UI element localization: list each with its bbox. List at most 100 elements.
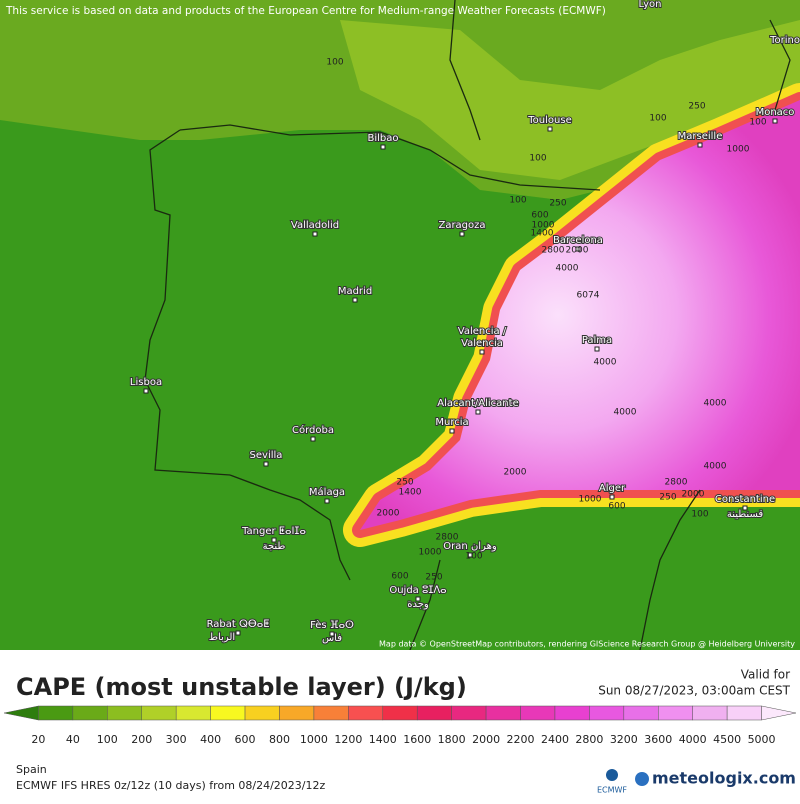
contour-label: 600 [531,211,548,221]
colorbar-label: 1400 [369,733,397,746]
colorbar-label: 2000 [472,733,500,746]
valid-time: Sun 08/27/2023, 03:00am CEST [598,684,790,698]
colorbar-label: 1800 [438,733,466,746]
colorbar-label: 40 [66,733,80,746]
city-marker [697,142,703,148]
city-label: Fès ⴼⴰⵙ [310,619,354,631]
colorbar-swatch [141,705,177,721]
colorbar-swatch [623,705,659,721]
contour-label: 1400 [399,488,422,498]
colorbar-swatch [726,705,762,721]
contour-label: 1000 [727,145,750,155]
contour-label: 250 [659,493,676,503]
city-marker [271,537,277,543]
city-marker [459,231,465,237]
city-marker [310,436,316,442]
colorbar-label: 2400 [541,733,569,746]
colorbar-label: 400 [200,733,221,746]
brand-logo [635,772,649,786]
contour-label: 4000 [704,462,727,472]
city-marker [449,428,455,434]
colorbar-arrow [761,705,797,721]
city-label: Lyon [638,0,661,10]
colorbar-swatch [416,705,452,721]
sea-cape [360,100,800,530]
city-label: Alacant/Alicante [437,398,518,409]
city-label: Monaco [756,107,795,118]
title: CAPE (most unstable layer) (J/kg) [16,673,467,701]
colorbar-swatch [382,705,418,721]
contour-label: 2000 [504,468,527,478]
city-marker [235,630,241,636]
city-marker [475,409,481,415]
city-label: طنجة [263,541,286,552]
colorbar-label: 100 [97,733,118,746]
city-label: Madrid [338,286,372,297]
contour-label: 4000 [704,399,727,409]
colorbar-label: 600 [235,733,256,746]
colorbar-swatch [485,705,521,721]
contour-label: 250 [549,199,566,209]
contour-label: 2000 [377,509,400,519]
city-marker [609,494,615,500]
city-label: Lisboa [130,377,162,388]
contour-label: 100 [529,154,546,164]
contour-label: 600 [391,572,408,582]
colorbar-swatch [520,705,556,721]
city-marker [324,498,330,504]
colorbar-label: 4500 [713,733,741,746]
contour-label: 100 [691,510,708,520]
colorbar-label: 2800 [575,733,603,746]
city-marker [742,505,748,511]
footer-bg [0,650,800,800]
colorbar: 20 40 100 200 300 400 600 800 1000 1200 1400 1600 18… [3,705,797,746]
colorbar-label: 300 [166,733,187,746]
colorbar-label: 5000 [748,733,776,746]
city-marker [312,231,318,237]
city-label: Oujda ⵓⵊⴷⴰ [389,585,446,596]
contour-label: 2000 [682,490,705,500]
contour-label: 100 [509,196,526,206]
valid-label: Valid for [741,668,790,682]
contour-label: 1000 [579,495,602,505]
contour-label: 1000 [419,548,442,558]
model: ECMWF IFS HRES 0z/12z (10 days) from 08/… [16,779,326,792]
contour-label: 2800 [436,533,459,543]
contour-label: 100 [326,58,343,68]
city-label: وجدة [407,599,429,610]
colorbar-swatch [348,705,384,721]
colorbar-label: 3600 [644,733,672,746]
city-label: Marseille [678,131,723,142]
contour-label: 6074 [577,291,600,301]
city-marker [479,349,485,355]
colorbar-label: 4000 [679,733,707,746]
city-label: فاس [322,633,342,644]
city-marker [352,297,358,303]
contour-label: 250 [688,102,705,112]
city-marker [415,596,421,602]
city-label: Barcelona [553,235,603,246]
contour-label: 4000 [614,408,637,418]
city-label: الرباط [209,632,235,643]
ecmwf-logo [606,769,618,781]
contour-label: 600 [608,502,625,512]
city-marker [772,118,778,124]
north-zone-light [340,20,800,180]
contour-label: 4000 [594,358,617,368]
colorbar-swatch [244,705,280,721]
city-label: Sevilla [250,450,283,461]
colorbar-swatch [210,705,246,721]
colorbar-swatch [313,705,349,721]
colorbar-swatch [451,705,487,721]
city-marker [547,126,553,132]
city-marker [263,461,269,467]
ecmwf-text: ECMWF [597,786,627,795]
city-marker [380,144,386,150]
colorbar-swatch [175,705,211,721]
city-label: Rabat ⵕⴱⴰⵟ [207,619,270,630]
colorbar-label: 1000 [300,733,328,746]
contour-label: 1400 [531,229,554,239]
contour-label: 4000 [556,264,579,274]
city-label: Alger [599,483,626,494]
